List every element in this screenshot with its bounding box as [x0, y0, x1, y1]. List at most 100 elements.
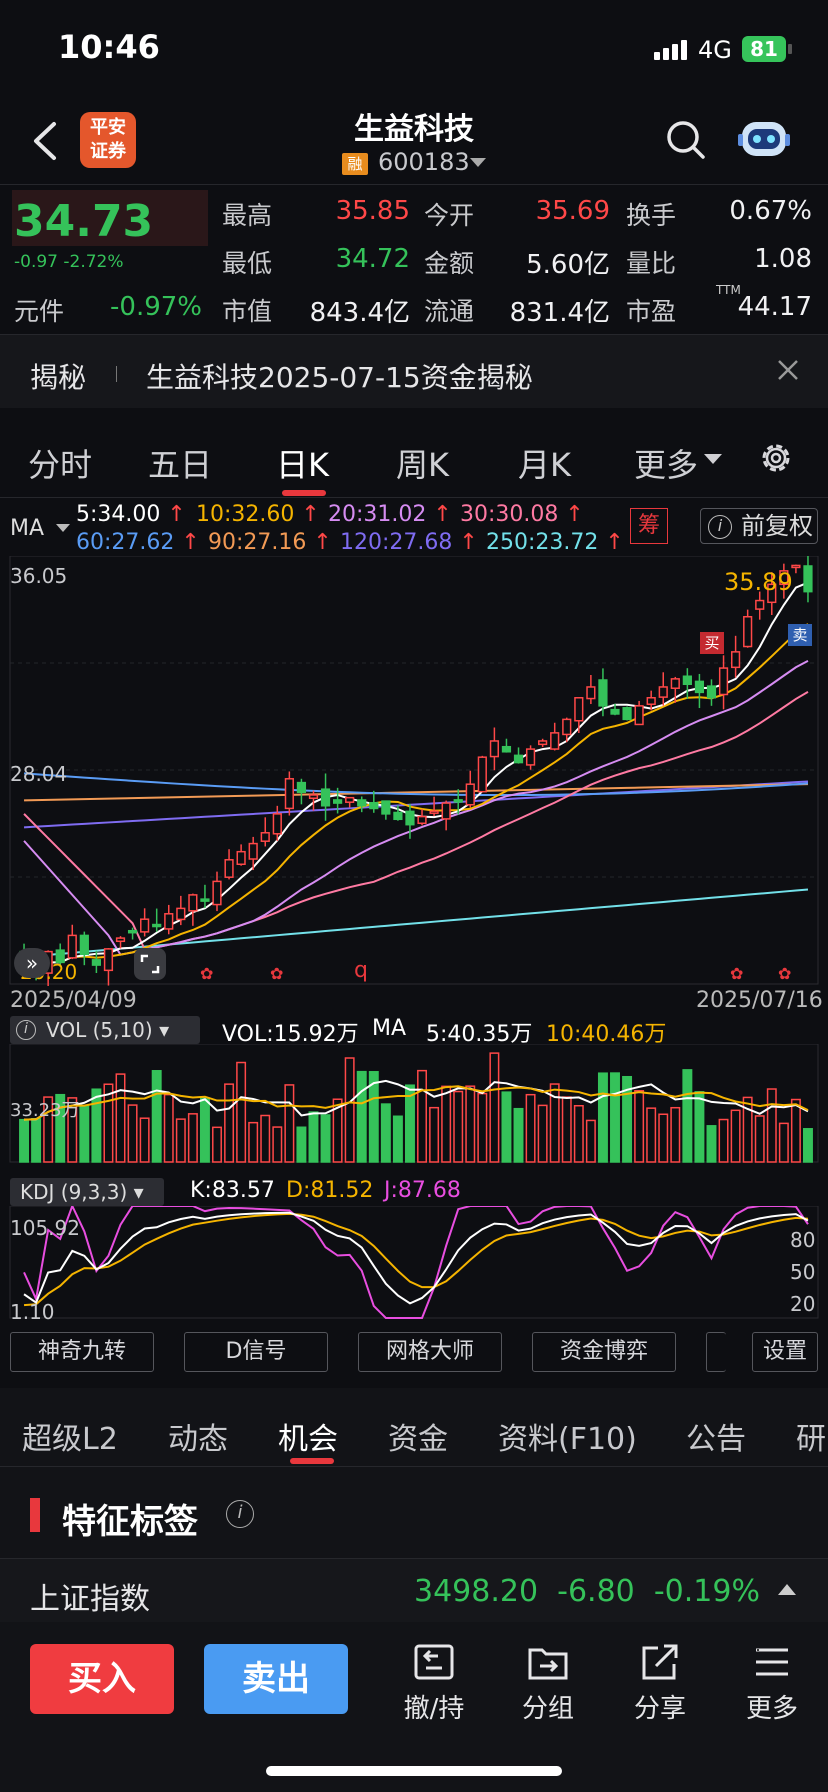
- volume-bar: [320, 1114, 331, 1163]
- ma90-line: [24, 783, 808, 802]
- index-ticker[interactable]: [0, 1558, 828, 1622]
- broker-logo: 平安 证券: [80, 112, 136, 168]
- stock-code[interactable]: 600183: [378, 148, 470, 176]
- vol-selector[interactable]: VOL (5,10) ▾: [10, 1016, 200, 1044]
- volume-bar: [766, 1088, 777, 1163]
- kdj-y-low: 1.10: [10, 1300, 55, 1324]
- volume-bar: [308, 1111, 319, 1163]
- tab-more[interactable]: 更多: [634, 446, 699, 484]
- ma10-value: 10:32.60 ↑: [196, 502, 320, 527]
- amount-label: 金额: [424, 249, 475, 278]
- index-values: 3498.20 -6.80 -0.19%: [414, 1574, 760, 1609]
- tab-f10[interactable]: 资料(F10): [498, 1422, 637, 1457]
- turnover-value: 0.67%: [729, 196, 812, 226]
- tool-partial[interactable]: [706, 1332, 726, 1372]
- volume-bar: [501, 1091, 512, 1163]
- candle: [646, 697, 656, 705]
- buy-signal-tag[interactable]: 买: [700, 632, 724, 654]
- tool-capital-game[interactable]: 资金博弈: [532, 1332, 676, 1372]
- chevron-down-icon[interactable]: [704, 454, 722, 464]
- ma250-line: [23, 888, 809, 958]
- reveal-banner[interactable]: [0, 334, 828, 408]
- active-tab-indicator: [282, 490, 326, 496]
- expand-left-icon[interactable]: »: [14, 948, 50, 978]
- tab-weekly-k[interactable]: 周K: [396, 446, 449, 484]
- tool-nine-turn[interactable]: 神奇九转: [10, 1332, 154, 1372]
- close-icon[interactable]: [776, 358, 800, 382]
- event-dot-icon[interactable]: ✿: [778, 964, 792, 983]
- chevron-up-icon[interactable]: [778, 1584, 796, 1595]
- share-button[interactable]: 分享: [610, 1640, 710, 1725]
- more-button[interactable]: 更多: [722, 1640, 822, 1725]
- candle: [176, 907, 186, 921]
- candle: [212, 880, 222, 906]
- reveal-text[interactable]: 生益科技2025-07-15资金揭秘: [146, 361, 533, 394]
- volume-bar: [646, 1107, 657, 1163]
- event-dot-icon[interactable]: ✿: [200, 964, 214, 983]
- tab-opportunity[interactable]: 机会: [278, 1422, 338, 1457]
- kline-chart[interactable]: [0, 556, 828, 986]
- tab-capital[interactable]: 资金: [388, 1422, 448, 1457]
- candle: [320, 788, 331, 807]
- adjust-button[interactable]: 前复权: [700, 508, 818, 544]
- withdraw-button[interactable]: 撤/持: [384, 1640, 484, 1725]
- volume-chart[interactable]: [0, 1044, 828, 1164]
- ma-label[interactable]: MA: [10, 516, 45, 541]
- tool-grid-master[interactable]: 网格大师: [358, 1332, 502, 1372]
- buy-button[interactable]: 买入: [30, 1644, 174, 1714]
- candle: [694, 680, 705, 694]
- candle: [574, 697, 584, 722]
- chevron-down-icon[interactable]: [56, 524, 70, 532]
- chip-button[interactable]: 筹: [630, 508, 668, 544]
- open-value: 35.69: [535, 196, 610, 226]
- tab-news[interactable]: 动态: [168, 1422, 228, 1457]
- back-icon[interactable]: [26, 118, 66, 164]
- volume-bar: [610, 1072, 620, 1163]
- active-tab-indicator: [290, 1458, 334, 1464]
- sell-button[interactable]: 卖出: [204, 1644, 348, 1714]
- gear-icon[interactable]: [758, 440, 794, 476]
- ma5-line: [23, 581, 809, 969]
- tab-announcement[interactable]: 公告: [686, 1422, 746, 1457]
- candle: [357, 799, 367, 807]
- info-icon[interactable]: i: [226, 1500, 254, 1528]
- event-dot-icon[interactable]: ✿: [730, 964, 744, 983]
- volume-bar: [392, 1115, 403, 1163]
- group-button[interactable]: 分组: [498, 1640, 598, 1725]
- kdj-chart[interactable]: [0, 1206, 828, 1320]
- candle: [550, 732, 560, 750]
- volume-bar: [573, 1105, 584, 1163]
- search-icon[interactable]: [664, 118, 706, 160]
- kdj-d-line: [23, 1212, 809, 1307]
- chevron-down-icon[interactable]: [470, 158, 486, 167]
- divider: [116, 366, 117, 382]
- ma10-line: [23, 623, 809, 969]
- withdraw-icon: [414, 1644, 454, 1680]
- amount-value: 5.60亿: [526, 250, 610, 280]
- candle: [779, 570, 789, 586]
- fullscreen-icon[interactable]: [134, 948, 166, 980]
- kdj-k: K:83.57: [190, 1178, 275, 1203]
- ma60-line: [23, 772, 809, 797]
- tab-five-day[interactable]: 五日: [148, 446, 213, 484]
- vol-ratio-label: 量比: [626, 249, 677, 278]
- tab-research[interactable]: 研: [796, 1422, 826, 1457]
- tab-super-l2[interactable]: 超级L2: [22, 1422, 118, 1457]
- robot-icon[interactable]: [738, 114, 790, 162]
- tab-monthly-k[interactable]: 月K: [518, 446, 571, 484]
- candle: [658, 686, 668, 698]
- event-dot-icon[interactable]: ✿: [270, 964, 284, 983]
- volume-bar: [79, 1104, 90, 1163]
- volume-bar: [260, 1114, 271, 1163]
- sell-signal-tag[interactable]: 卖: [788, 624, 812, 646]
- kdj-selector[interactable]: KDJ (9,3,3) ▾: [10, 1178, 164, 1206]
- tab-daily-k[interactable]: 日K: [276, 446, 329, 484]
- ma5-value: 5:34.00 ↑: [76, 502, 186, 527]
- candle: [369, 802, 379, 810]
- tab-intraday[interactable]: 分时: [28, 446, 93, 484]
- tool-d-signal[interactable]: D信号: [184, 1332, 328, 1372]
- tool-settings[interactable]: 设置: [752, 1332, 818, 1372]
- event-marker[interactable]: q: [354, 958, 368, 983]
- index-name: 上证指数: [30, 1582, 150, 1617]
- signal-icon: [654, 40, 690, 64]
